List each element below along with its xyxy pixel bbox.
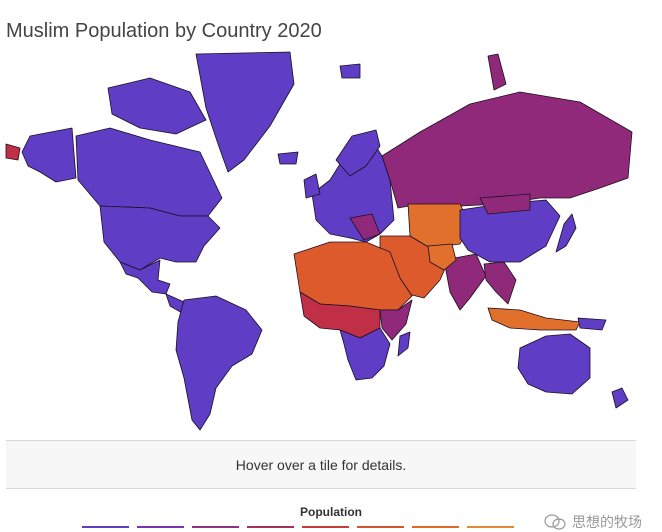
tile-balkans[interactable] [349, 213, 381, 241]
watermark-text: 思想的牧场 [572, 514, 642, 530]
tile-pakistan[interactable] [427, 243, 457, 271]
tile-canada[interactable] [75, 127, 223, 217]
legend-scale [82, 526, 522, 530]
tile-svalbard[interactable] [339, 63, 361, 79]
tile-alaska[interactable] [21, 127, 77, 183]
info-panel: Hover over a tile for details. [6, 441, 636, 489]
legend-swatch [247, 526, 294, 528]
wechat-icon [544, 514, 566, 530]
divider [6, 440, 636, 441]
tile-iceland[interactable] [277, 151, 299, 165]
world-map [0, 48, 662, 440]
tile-mexico[interactable] [119, 259, 171, 295]
tile-india[interactable] [443, 253, 487, 311]
tile-russia[interactable] [381, 91, 633, 209]
legend-swatch [192, 526, 239, 528]
legend-swatch [302, 526, 349, 528]
tile-indonesia[interactable] [487, 307, 581, 331]
watermark: 思想的牧场 [544, 512, 642, 532]
legend-swatch [467, 526, 514, 528]
legend-swatch [137, 526, 184, 528]
tile-madagascar[interactable] [397, 331, 411, 357]
tile-papua[interactable] [577, 317, 607, 331]
tile-southern-africa[interactable] [339, 327, 391, 381]
tile-south-america[interactable] [175, 295, 263, 431]
tile-chukotka[interactable] [5, 143, 21, 161]
tile-canada-arctic[interactable] [107, 77, 207, 135]
tile-new-zealand[interactable] [611, 387, 629, 409]
tile-mongolia[interactable] [479, 193, 531, 215]
legend-swatch [357, 526, 404, 528]
tile-east-africa[interactable] [379, 299, 413, 341]
tile-japan[interactable] [555, 213, 577, 253]
tile-uk[interactable] [303, 173, 321, 199]
world-map-svg [5, 51, 633, 431]
legend-swatch [82, 526, 129, 528]
legend-title: Population [300, 505, 362, 519]
tile-se-asia[interactable] [483, 261, 517, 305]
tile-novaya-zemlya[interactable] [487, 53, 507, 91]
tile-scandinavia[interactable] [335, 129, 381, 177]
page-title: Muslim Population by Country 2020 [6, 20, 322, 42]
legend-swatch [412, 526, 459, 528]
info-text: Hover over a tile for details. [235, 456, 407, 473]
tile-greenland[interactable] [195, 51, 295, 173]
tile-australia[interactable] [517, 333, 591, 395]
